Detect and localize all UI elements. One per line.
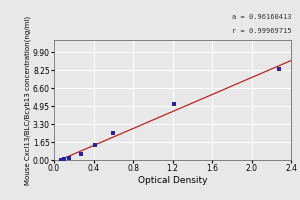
Point bbox=[277, 68, 281, 71]
Point bbox=[172, 103, 177, 106]
Text: a = 0.96160413: a = 0.96160413 bbox=[232, 14, 291, 20]
Y-axis label: Mouse Cxcl13/BLC/Bcyb13 concentration(ng/ml): Mouse Cxcl13/BLC/Bcyb13 concentration(ng… bbox=[25, 15, 32, 185]
Point bbox=[61, 158, 66, 161]
X-axis label: Optical Density: Optical Density bbox=[138, 176, 207, 185]
Point bbox=[58, 158, 63, 161]
Point bbox=[111, 132, 116, 135]
Text: r = 0.99969715: r = 0.99969715 bbox=[232, 28, 291, 34]
Point bbox=[66, 156, 71, 160]
Point bbox=[78, 152, 83, 156]
Point bbox=[93, 144, 98, 147]
